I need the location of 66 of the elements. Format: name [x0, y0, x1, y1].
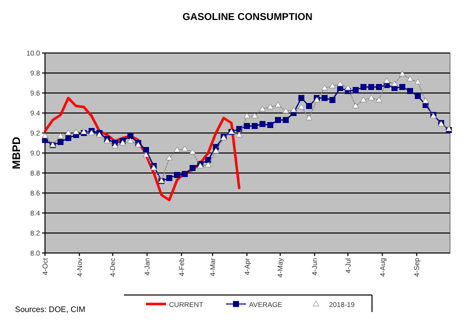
- point: [329, 97, 336, 103]
- point: [182, 146, 188, 152]
- point: [244, 123, 250, 129]
- point: [57, 132, 64, 138]
- source-note: Sources: DOE, CIM: [15, 305, 86, 314]
- point: [406, 76, 414, 82]
- point: [368, 84, 374, 90]
- point: [282, 108, 290, 114]
- point: [399, 70, 406, 76]
- point: [384, 78, 390, 84]
- point: [166, 154, 173, 160]
- point: [204, 162, 212, 168]
- point: [322, 95, 328, 101]
- point: [142, 147, 149, 153]
- point: [352, 102, 359, 108]
- point: [236, 132, 242, 138]
- point: [306, 114, 312, 120]
- point: [244, 112, 250, 118]
- point: [336, 80, 344, 86]
- point: [127, 138, 134, 144]
- point: [422, 98, 429, 104]
- point: [352, 87, 359, 93]
- line-series: [44, 96, 240, 202]
- point: [274, 102, 282, 108]
- point: [72, 128, 80, 134]
- point: [112, 142, 118, 148]
- point: [267, 122, 274, 128]
- point: [290, 106, 297, 112]
- point: [259, 121, 266, 127]
- point: [306, 103, 312, 109]
- point: [376, 96, 382, 102]
- point: [321, 84, 328, 90]
- point: [142, 152, 150, 158]
- point: [414, 78, 422, 84]
- point: [189, 148, 196, 154]
- point: [329, 82, 336, 88]
- point: [376, 84, 382, 90]
- point: [65, 135, 72, 141]
- point: [368, 94, 374, 100]
- chart-title: GASOLINE CONSUMPTION: [182, 12, 313, 23]
- point: [407, 88, 414, 94]
- point: [190, 165, 196, 171]
- point: [251, 112, 258, 118]
- point: [65, 130, 72, 136]
- point: [360, 96, 367, 102]
- point: [298, 104, 305, 110]
- point: [399, 84, 406, 90]
- point: [174, 146, 180, 152]
- point: [236, 126, 242, 132]
- point: [360, 84, 366, 90]
- point: [166, 175, 172, 181]
- point: [212, 148, 220, 154]
- point: [266, 104, 274, 110]
- point: [174, 172, 180, 178]
- point: [275, 117, 282, 123]
- point: [344, 84, 352, 90]
- point: [58, 139, 64, 145]
- point: [127, 133, 134, 139]
- point: [414, 93, 421, 99]
- point: [298, 95, 304, 101]
- point: [182, 171, 188, 177]
- point: [259, 106, 266, 112]
- point: [252, 123, 258, 129]
- point: [391, 80, 398, 86]
- y-axis-title: MBPD: [11, 136, 23, 170]
- point: [282, 117, 289, 123]
